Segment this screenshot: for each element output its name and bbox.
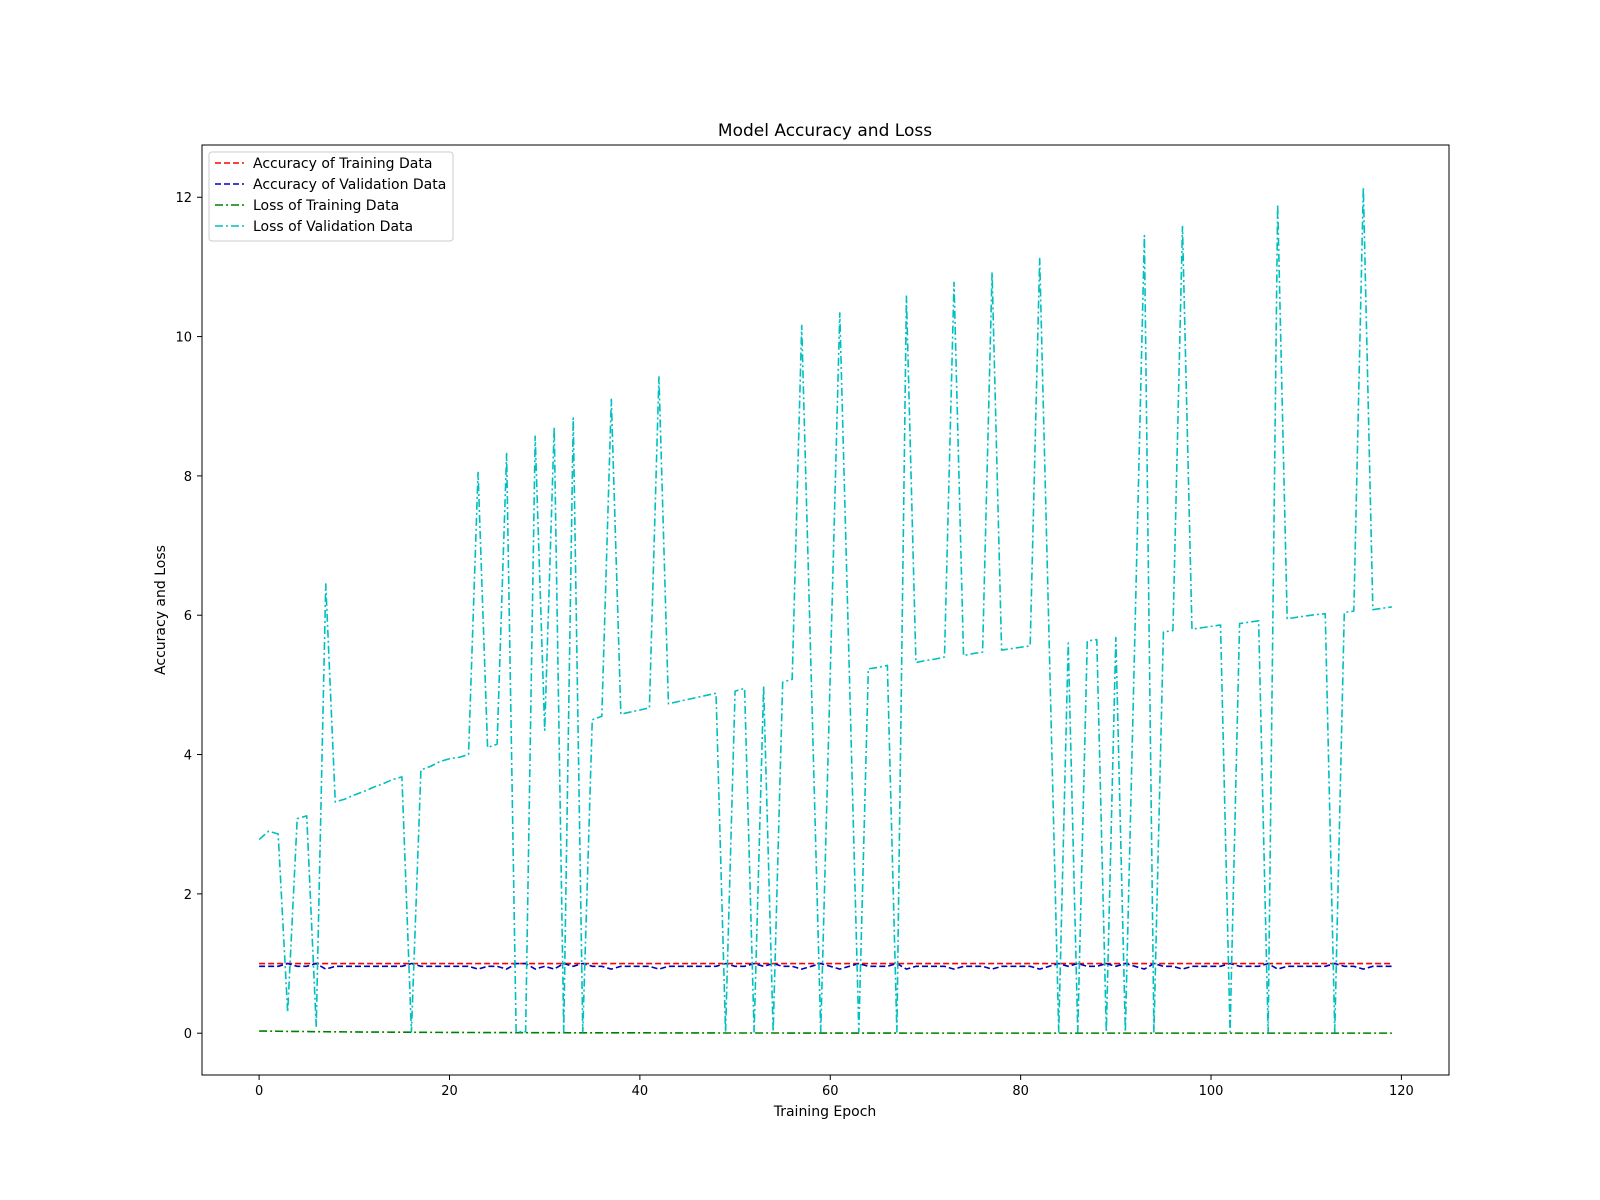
legend-label-validation-accuracy: Accuracy of Validation Data — [253, 177, 446, 193]
series-line-training-loss — [259, 1030, 1392, 1034]
y-tick-label: 10 — [175, 331, 192, 346]
legend: Accuracy of Training Data Accuracy of Va… — [208, 151, 454, 242]
legend-label-validation-loss: Loss of Validation Data — [253, 219, 413, 235]
y-tick-label: 6 — [184, 609, 192, 624]
x-tick-label: 60 — [822, 1084, 839, 1099]
y-tick-label: 4 — [184, 749, 192, 764]
x-tick-label: 120 — [1389, 1084, 1414, 1099]
y-tick-label: 12 — [175, 191, 192, 206]
y-tick-label: 2 — [184, 888, 192, 903]
legend-label-training-loss: Loss of Training Data — [253, 198, 399, 214]
plot-area-frame — [201, 144, 1450, 1076]
series-layer — [258, 186, 1393, 1034]
x-tick-label: 80 — [1012, 1084, 1029, 1099]
y-tick-label: 8 — [184, 470, 192, 485]
x-tick-label: 0 — [255, 1084, 263, 1099]
series-line-validation-loss — [258, 186, 1393, 1033]
x-tick-label: 100 — [1199, 1084, 1224, 1099]
y-axis-title: Accuracy and Loss — [153, 545, 169, 675]
x-axis-title: Training Epoch — [773, 1104, 877, 1120]
x-tick-label: 20 — [441, 1084, 458, 1099]
chart-title: Model Accuracy and Loss — [718, 121, 932, 141]
tick-layer: 0 20 40 60 80 100 120 0 2 4 6 8 10 12 — [175, 191, 1413, 1099]
x-tick-label: 40 — [632, 1084, 649, 1099]
series-line-validation-accuracy — [259, 962, 1392, 970]
legend-frame — [208, 151, 454, 242]
legend-label-training-accuracy: Accuracy of Training Data — [253, 156, 432, 172]
y-tick-label: 0 — [184, 1027, 192, 1042]
